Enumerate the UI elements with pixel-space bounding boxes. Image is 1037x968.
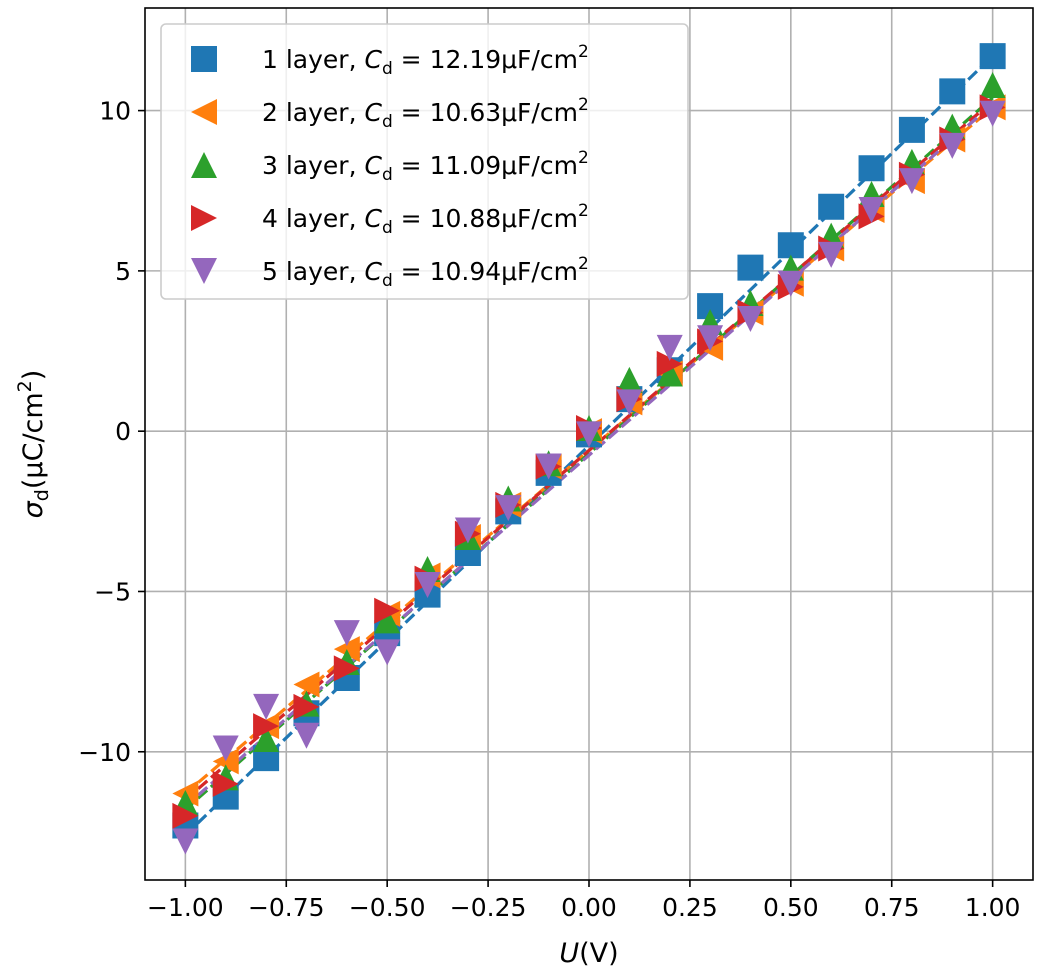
fit-line <box>184 99 994 802</box>
x-tick-label: 1.00 <box>965 893 1021 922</box>
legend-label: 4 layer, Cd = 10.88μF/cm2 <box>262 201 589 238</box>
data-point <box>172 802 199 829</box>
data-point <box>656 334 683 361</box>
x-tick-label: 0.75 <box>864 893 920 922</box>
y-tick-label: 0 <box>115 417 131 446</box>
fit-lines <box>184 54 994 837</box>
x-tick-label: −0.50 <box>349 893 426 922</box>
legend-label: 1 layer, Cd = 12.19μF/cm2 <box>262 42 589 79</box>
data-point <box>253 725 280 752</box>
data-point <box>454 517 481 544</box>
data-point <box>777 270 804 297</box>
data-point <box>333 655 360 682</box>
legend-label: 5 layer, Cd = 10.94μF/cm2 <box>262 254 589 291</box>
data-point <box>374 607 401 634</box>
data-point <box>293 693 320 720</box>
data-point <box>333 620 360 647</box>
data-point <box>374 639 401 666</box>
data-point <box>616 366 643 393</box>
data-point <box>898 116 925 143</box>
data-markers <box>172 43 1006 855</box>
data-point <box>979 100 1006 127</box>
legend-marker <box>191 258 217 284</box>
data-point <box>939 78 966 105</box>
legend: 1 layer, Cd = 12.19μF/cm2 2 layer, Cd = 1… <box>160 23 689 300</box>
data-point <box>576 421 602 448</box>
data-point <box>697 293 724 320</box>
y-tick-label: −5 <box>94 577 131 606</box>
y-axis-label: σd(μC/cm2) <box>14 370 53 519</box>
data-point <box>979 43 1006 70</box>
x-tick-label: −1.00 <box>147 893 224 922</box>
x-axis-label: U(V) <box>559 938 618 968</box>
legend-label: 3 layer, Cd = 11.09μF/cm2 <box>262 148 589 185</box>
y-tick-label: −10 <box>78 738 131 767</box>
data-point <box>253 693 280 720</box>
data-point <box>212 770 239 797</box>
axis-ticks: −1.00 −0.75 −0.50 −0.25 0.00 0.25 0.50 0.75 1.00… <box>78 97 1020 922</box>
data-point <box>858 196 885 223</box>
fit-line <box>184 102 994 808</box>
x-tick-label: 0.50 <box>763 893 819 922</box>
data-point <box>697 325 724 352</box>
data-point <box>737 254 764 281</box>
data-point <box>777 232 804 259</box>
data-point <box>939 132 966 159</box>
data-point <box>374 597 401 624</box>
data-point <box>656 360 683 387</box>
data-point <box>293 722 320 749</box>
data-point <box>737 305 764 332</box>
data-point <box>172 828 199 855</box>
data-point <box>293 671 320 698</box>
data-point <box>616 389 643 416</box>
x-tick-label: 0.00 <box>561 893 617 922</box>
x-tick-label: −0.25 <box>450 893 527 922</box>
y-tick-label: 10 <box>99 97 131 126</box>
legend-box <box>160 23 689 300</box>
data-point <box>212 735 239 762</box>
legend-marker <box>191 99 217 125</box>
data-point <box>253 713 280 740</box>
legend-marker <box>191 205 217 231</box>
x-tick-label: 0.25 <box>662 893 718 922</box>
x-tick-label: −0.75 <box>248 893 325 922</box>
data-point <box>414 572 441 599</box>
data-point <box>495 495 522 522</box>
data-point <box>535 453 562 480</box>
y-tick-label: 5 <box>115 257 131 286</box>
legend-label: 2 layer, Cd = 10.63μF/cm2 <box>262 95 589 132</box>
legend-marker <box>191 152 217 178</box>
data-point <box>979 71 1006 98</box>
data-point <box>898 168 925 195</box>
data-point <box>656 350 683 377</box>
data-point <box>818 193 845 220</box>
data-point <box>818 241 845 268</box>
data-point <box>858 155 885 182</box>
legend-marker <box>191 46 217 72</box>
